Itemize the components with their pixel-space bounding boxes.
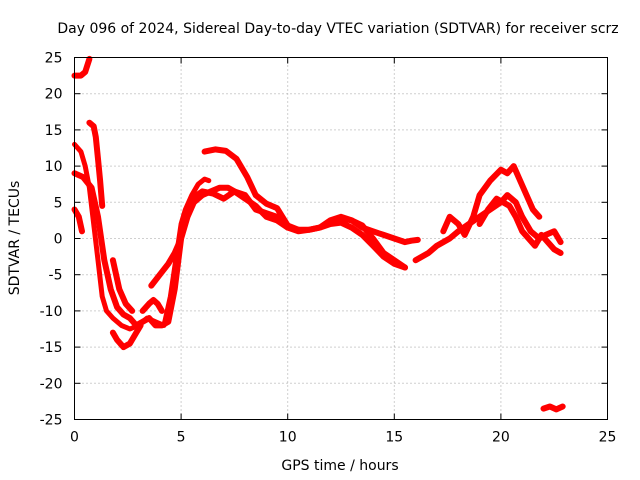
y-tick-label: -10 — [40, 304, 63, 320]
y-tick-label: -15 — [40, 340, 63, 356]
trace-track-6 — [188, 188, 302, 233]
x-tick-label: 0 — [70, 430, 79, 446]
x-tick-label: 15 — [385, 430, 403, 446]
trace-track-16 — [148, 235, 185, 289]
trace-track-11 — [440, 163, 543, 238]
y-tick-label: -5 — [49, 268, 63, 284]
trace-track-17 — [540, 403, 566, 413]
x-axis-label: GPS time / hours — [281, 458, 398, 474]
y-axis-label: SDTVAR / TECUs — [7, 181, 23, 296]
y-tick-label: -25 — [40, 413, 63, 429]
axis-ticks: 0 5 10 15 20 25 -25 -20 -15 -10 -5 0 5 10 15 20 25 — [40, 51, 617, 446]
trace-track-13 — [109, 322, 144, 351]
trace-track-4 — [71, 206, 85, 235]
trace-track-1 — [71, 55, 93, 79]
y-tick-label: 15 — [45, 123, 63, 139]
trace-track-9 — [338, 215, 408, 271]
trace-track-2 — [86, 119, 106, 209]
trace-track-14 — [109, 257, 136, 314]
y-tick-label: 5 — [54, 195, 63, 211]
trace-track-3 — [72, 141, 212, 332]
x-tick-label: 5 — [177, 430, 186, 446]
trace-track-12 — [476, 195, 564, 256]
y-tick-label: 0 — [54, 232, 63, 248]
x-tick-label: 20 — [492, 430, 510, 446]
y-tick-label: 20 — [45, 87, 63, 103]
y-tick-label: 10 — [45, 159, 63, 175]
trace-track-15 — [139, 297, 165, 314]
trace-track-7 — [201, 146, 291, 229]
y-tick-label: 25 — [45, 51, 63, 67]
y-tick-label: -20 — [40, 376, 63, 392]
data-traces — [71, 55, 566, 413]
x-tick-label: 10 — [279, 430, 297, 446]
chart-title: Day 096 of 2024, Sidereal Day-to-day VTE… — [57, 21, 618, 37]
x-tick-label: 25 — [599, 430, 617, 446]
